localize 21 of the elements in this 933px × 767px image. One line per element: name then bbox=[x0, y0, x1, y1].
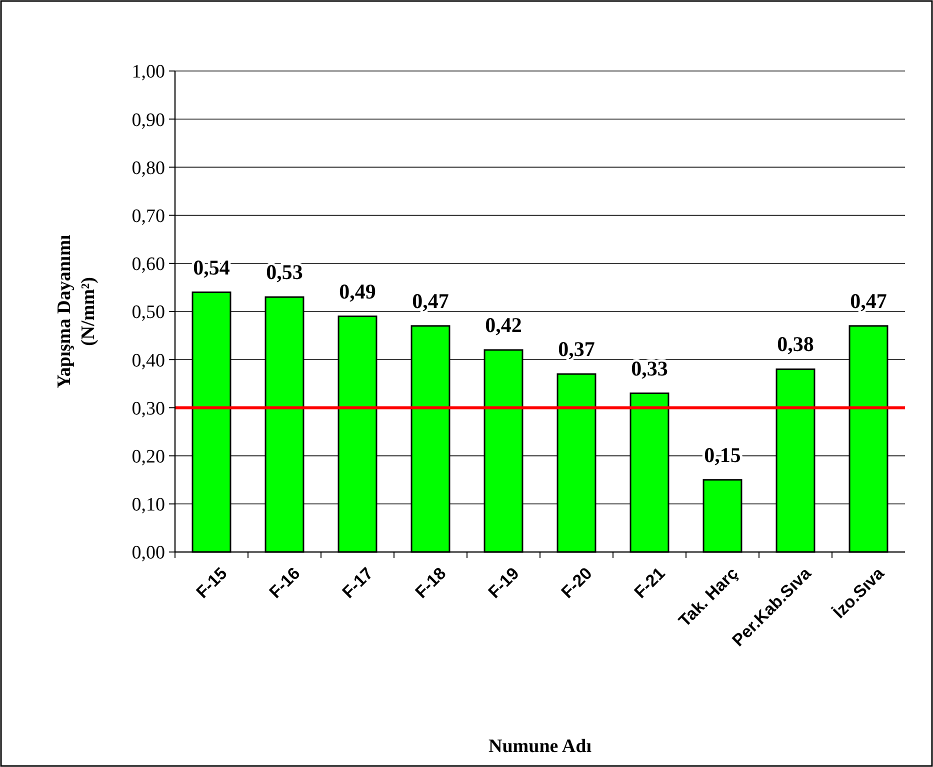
y-axis-title: Yapışma Dayanımı (N/mm²) bbox=[54, 234, 99, 388]
y-tick-label: 0,80 bbox=[132, 158, 165, 179]
data-label: 0,38 bbox=[777, 332, 814, 356]
y-tick-label: 0,20 bbox=[132, 446, 165, 468]
y-tick-label: 0,40 bbox=[132, 350, 165, 372]
data-label: 0,49 bbox=[339, 279, 376, 304]
data-label: 0,47 bbox=[850, 288, 887, 313]
x-axis-title: Numune Adı bbox=[488, 736, 592, 757]
data-label: 0,37 bbox=[558, 337, 595, 362]
y-tick-label: 0,60 bbox=[132, 254, 165, 276]
y-tick-label: 1,00 bbox=[132, 62, 165, 83]
y-tick-label: 0,90 bbox=[132, 110, 165, 131]
data-label: 0,47 bbox=[412, 288, 449, 313]
data-label: 0,33 bbox=[631, 356, 668, 380]
data-label: 0,42 bbox=[485, 312, 522, 337]
y-tick-label: 0,30 bbox=[132, 398, 165, 420]
y-tick-label: 0,70 bbox=[132, 206, 165, 227]
y-tick-label: 0,50 bbox=[132, 302, 165, 324]
y-tick-label: 0,10 bbox=[132, 494, 165, 516]
data-label: 0,53 bbox=[266, 260, 303, 284]
y-tick-label: 0,00 bbox=[132, 542, 165, 564]
